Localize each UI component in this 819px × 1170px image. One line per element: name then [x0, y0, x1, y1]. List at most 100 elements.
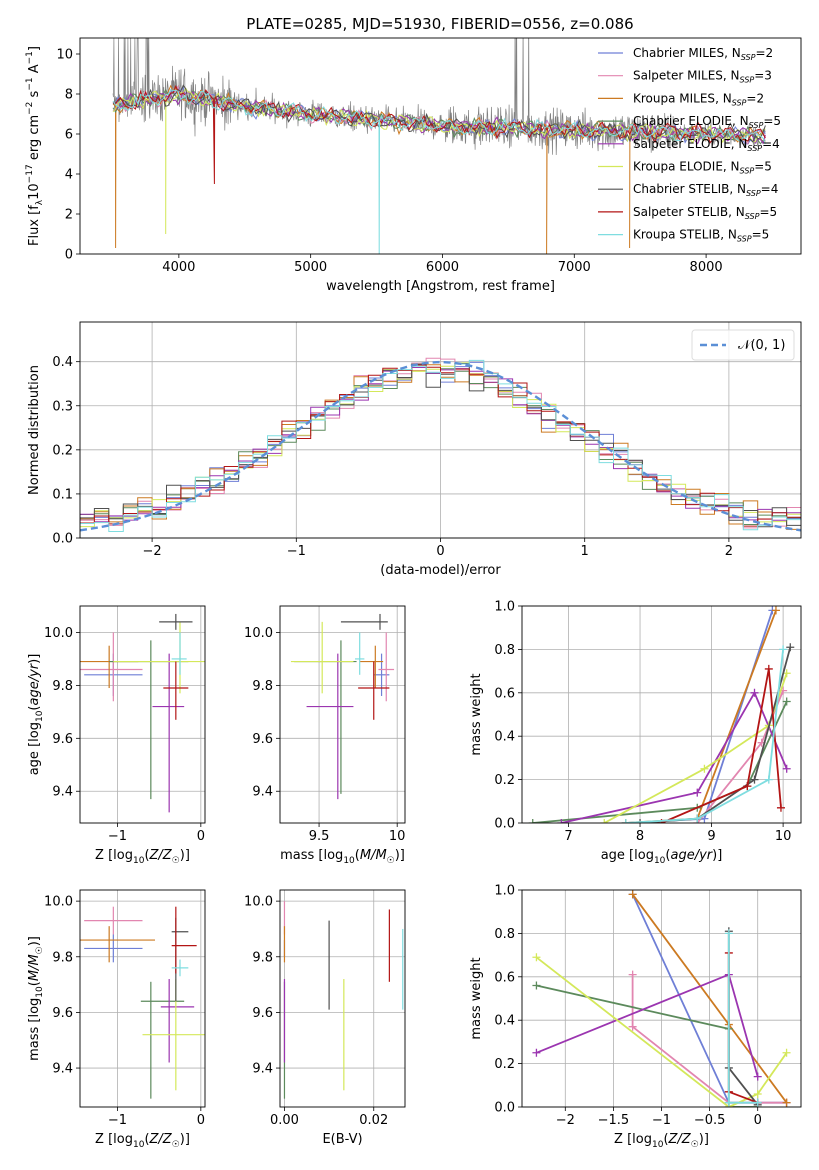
x-tick-label: −1	[108, 1113, 127, 1128]
y-tick-label: 2	[65, 208, 73, 223]
x-axis-label: (data-model)/error	[380, 563, 501, 578]
y-tick-label: 0.6	[494, 686, 515, 701]
weight-marker	[628, 890, 637, 899]
chart-mass-vs-ebv: 0.00 0.02 9.4 9.6 9.8 10.0 E(B-V)	[244, 889, 406, 1147]
errorbar-point	[378, 632, 395, 702]
errorbar-point	[160, 979, 195, 1063]
y-tick-label: 9.6	[52, 1006, 73, 1021]
weight-line	[603, 673, 788, 823]
y-tick-label: 1.0	[494, 884, 515, 899]
plot-area	[80, 906, 205, 1099]
weight-marker	[724, 929, 733, 938]
legend-series-name: Kroupa STELIB	[633, 228, 720, 242]
legend-entry: 𝒩(0, 1)	[738, 338, 785, 353]
weight-series	[621, 645, 788, 823]
y-tick-label: 9.4	[252, 785, 273, 800]
chart-weight-vs-z: −2 −1.5 −1 −0.5 0 0.0 0.2 0.4 0.6 0.8 1.0 Z [log10(…	[469, 884, 802, 1150]
x-tick-label: 7000	[558, 260, 591, 275]
x-tick-label: 2	[725, 544, 733, 559]
legend-entry: Chabrier ELODIE, NSSP=5	[633, 114, 781, 130]
weight-marker	[782, 1048, 791, 1057]
y-tick-label: 0.4	[494, 730, 515, 745]
weight-series	[557, 688, 791, 823]
model-spectrum-line	[112, 91, 766, 145]
errorbar-point	[159, 613, 193, 630]
x-axis-label: Z [log10(Z/Z☉)]	[95, 848, 190, 866]
errorbar-point	[340, 613, 388, 630]
weight-marker	[724, 1098, 733, 1107]
legend-nssp: 5	[773, 114, 781, 128]
y-tick-label: 9.8	[252, 950, 273, 965]
x-tick-label: 7	[564, 829, 572, 844]
x-tick-label: −1.5	[598, 1113, 630, 1128]
weight-marker	[532, 1048, 541, 1057]
y-tick-label: 0.8	[494, 927, 515, 942]
y-tick-label: 10.0	[44, 626, 73, 641]
axes-frame	[279, 605, 406, 824]
errorbar-point	[140, 981, 185, 1099]
y-tick-label: 0.4	[494, 1014, 515, 1029]
weight-marker	[771, 606, 780, 615]
errorbar-point	[84, 934, 143, 963]
weight-line	[727, 931, 759, 1106]
errorbar-point	[358, 661, 390, 720]
errorbar-point	[359, 645, 384, 689]
y-tick-label: 0.0	[52, 532, 73, 547]
legend-series-name: Salpeter STELIB	[633, 205, 728, 219]
weight-marker	[700, 764, 709, 773]
x-tick-label: 10	[775, 829, 792, 844]
chart-weight-vs-age: 7 8 9 10 0.0 0.2 0.4 0.6 0.8 1.0 age [log10(age/yr…	[469, 600, 802, 866]
x-tick-label: −2	[556, 1113, 575, 1128]
weight-marker	[600, 819, 609, 823]
chart-mass-vs-z: −1 0 9.4 9.6 9.8 10.0 Z [log10(Z/Z☉)] mass [log…	[27, 889, 206, 1150]
y-tick-label: 0.2	[52, 443, 73, 458]
weight-series	[724, 929, 762, 1107]
weight-line	[561, 690, 788, 823]
y-tick-label: 10.0	[244, 626, 273, 641]
y-axis-label: Normed distribution	[27, 365, 42, 495]
y-tick-label: 9.4	[52, 1062, 73, 1077]
x-tick-label: −0.5	[694, 1113, 726, 1128]
y-tick-label: 9.8	[252, 679, 273, 694]
legend-nssp: 2	[766, 46, 774, 60]
y-tick-label: 0.2	[494, 773, 515, 788]
legend-entry: Salpeter STELIB, NSSP=5	[633, 205, 777, 221]
y-axis-label: Flux [fλ10−17 erg cm−2 s−1 A−1]	[25, 46, 45, 246]
model-spectrum-line	[112, 89, 766, 254]
weight-series	[657, 664, 785, 823]
y-tick-label: 0.2	[494, 1057, 515, 1072]
weight-marker	[764, 664, 773, 673]
weight-marker	[750, 775, 759, 784]
y-tick-label: 10	[56, 48, 73, 63]
plot-area	[532, 890, 791, 1107]
errorbar-point	[142, 979, 205, 1091]
legend-nssp: 5	[764, 160, 772, 174]
errorbar-point	[355, 632, 365, 675]
weight-marker	[764, 775, 773, 784]
errorbar-point	[294, 640, 357, 794]
weight-marker	[528, 819, 537, 823]
x-tick-label: 9	[707, 829, 715, 844]
x-axis-label: mass [log10(M/M☉)]	[280, 848, 405, 866]
legend-entry: Kroupa MILES, NSSP=2	[633, 91, 764, 107]
weight-line	[536, 973, 759, 1077]
legend-entry: Kroupa ELODIE, NSSP=5	[633, 160, 772, 176]
chart-residual-hist: −2 −1 0 1 2 0.0 0.1 0.2 0.3 0.4 (data-model)/error…	[27, 321, 802, 578]
legend-nssp: 4	[771, 182, 779, 196]
weight-marker	[786, 643, 795, 652]
y-axis-label: age [log10(age/yr)]	[27, 654, 45, 776]
x-tick-label: −1	[108, 829, 127, 844]
x-axis-label: Z [log10(Z/Z☉)]	[614, 1132, 709, 1150]
errorbar-point	[171, 632, 187, 675]
errorbar-point	[84, 906, 143, 935]
x-tick-label: 8	[636, 829, 644, 844]
legend-series-name: Kroupa ELODIE	[633, 160, 723, 174]
x-tick-label: 6000	[426, 260, 459, 275]
errorbar-point	[163, 661, 189, 720]
y-tick-label: 9.8	[52, 950, 73, 965]
errorbar-point	[152, 653, 185, 813]
x-tick-label: −1	[652, 1113, 671, 1128]
errorbar-point	[290, 621, 354, 694]
weight-marker	[782, 764, 791, 773]
legend-series-name: Chabrier ELODIE	[633, 114, 732, 128]
